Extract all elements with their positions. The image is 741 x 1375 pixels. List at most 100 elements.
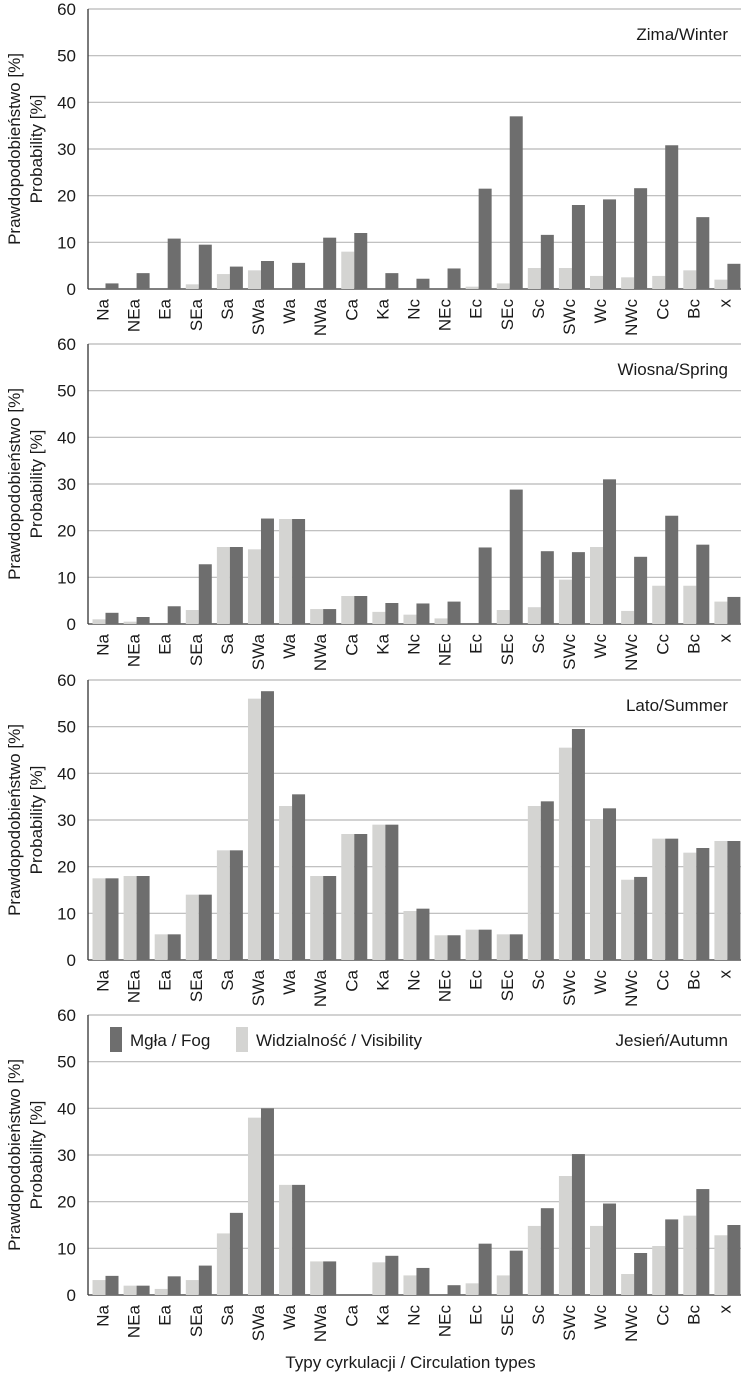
visibility-bar — [185, 610, 199, 624]
chart-panel-0: 0 10 20 30 40 50 60 Na NEa Ea SEa Sa SWa Wa NWa Ca Ka Nc N… — [5, 0, 741, 336]
visibility-bar — [652, 275, 666, 289]
visibility-bar — [714, 841, 728, 960]
x-tick-label: Ca — [342, 298, 361, 320]
fog-bar — [260, 518, 274, 624]
y-tick-label: 20 — [57, 522, 76, 541]
visibility-bar — [496, 934, 510, 960]
y-tick-label: 60 — [57, 1006, 76, 1025]
y-tick-label: 40 — [57, 428, 76, 447]
fog-bar — [260, 1108, 274, 1295]
visibility-bar — [310, 1261, 324, 1295]
visibility-bar — [403, 614, 417, 624]
x-tick-label: Sc — [529, 970, 548, 990]
visibility-bar — [558, 1176, 572, 1295]
fog-bar — [665, 515, 679, 624]
x-tick-label: Ec — [467, 970, 486, 990]
fog-bar — [323, 609, 337, 624]
fog-bar — [696, 848, 710, 960]
visibility-bar — [372, 611, 386, 624]
x-tick-label: NEc — [436, 1305, 455, 1338]
visibility-bar — [558, 579, 572, 624]
visibility-bar — [216, 1233, 230, 1295]
visibility-bar — [621, 277, 635, 289]
x-tick-label: NWa — [311, 969, 330, 1007]
visibility-bar — [465, 286, 479, 289]
fog-bar — [198, 564, 212, 624]
visibility-bar — [185, 1280, 199, 1295]
y-axis-label-en: Probability [%] — [27, 766, 46, 875]
visibility-bar — [496, 610, 510, 624]
fog-bar — [105, 283, 119, 289]
fog-bar — [198, 244, 212, 289]
fog-bar — [229, 547, 243, 624]
visibility-bar — [527, 806, 541, 960]
visibility-bar — [92, 878, 106, 960]
y-tick-label: 60 — [57, 0, 76, 19]
x-tick-label: Sa — [218, 633, 237, 654]
visibility-bar — [496, 1275, 510, 1295]
x-tick-label: Wa — [280, 1304, 299, 1329]
y-tick-label: 60 — [57, 335, 76, 354]
x-tick-label: NEc — [436, 299, 455, 332]
y-tick-label: 0 — [67, 951, 76, 970]
visibility-bar — [341, 596, 355, 624]
legend-label: Mgła / Fog — [130, 1031, 210, 1050]
x-tick-label: Ka — [373, 298, 392, 319]
visibility-bar — [154, 1288, 168, 1295]
visibility-bar — [621, 1274, 635, 1295]
x-tick-label: NWc — [622, 970, 641, 1007]
fog-bar — [727, 841, 741, 960]
x-tick-label: Ca — [342, 969, 361, 991]
fog-bar — [167, 1276, 181, 1295]
fog-bar — [478, 1243, 492, 1295]
visibility-bar — [683, 852, 697, 960]
x-tick-label: NEa — [125, 633, 144, 667]
fog-bar — [385, 824, 399, 960]
fog-bar — [229, 1212, 243, 1295]
visibility-bar — [372, 1262, 386, 1295]
x-tick-label: Bc — [684, 299, 703, 319]
fog-bar — [105, 1275, 119, 1295]
y-tick-label: 50 — [57, 47, 76, 66]
x-tick-label: NEa — [125, 298, 144, 332]
visibility-bar — [341, 834, 355, 960]
fog-bar — [571, 729, 585, 960]
fog-bar — [727, 596, 741, 624]
y-tick-label: 50 — [57, 382, 76, 401]
y-tick-label: 0 — [67, 280, 76, 299]
visibility-bar — [652, 585, 666, 624]
fog-bar — [136, 876, 150, 960]
fog-bar — [354, 233, 368, 289]
panel-title: Jesień/Autumn — [616, 1031, 728, 1050]
visibility-bar — [247, 270, 261, 289]
x-tick-label: NWc — [622, 634, 641, 671]
x-tick-label: Nc — [405, 299, 424, 320]
visibility-bar — [247, 1117, 261, 1295]
y-axis-label-pl: Prawdopodobieństwo [%] — [5, 1059, 24, 1251]
visibility-bar — [279, 519, 293, 624]
visibility-bar — [372, 824, 386, 960]
visibility-bar — [123, 1285, 137, 1295]
fog-bar — [167, 934, 181, 960]
visibility-bar — [527, 1225, 541, 1295]
chart-panel-2: 0 10 20 30 40 50 60 Na NEa Ea SEa Sa SWa Wa NWa Ca Ka Nc N… — [5, 671, 741, 1007]
visibility-bar — [714, 279, 728, 289]
fog-bar — [540, 551, 554, 624]
chart-panel-1: 0 10 20 30 40 50 60 Na NEa Ea SEa Sa SWa Wa NWa Ca Ka Nc N… — [5, 335, 741, 671]
y-tick-label: 30 — [57, 475, 76, 494]
fog-bar — [292, 519, 306, 624]
x-tick-label: x — [715, 1305, 734, 1314]
fog-bar — [354, 834, 368, 960]
fog-bar — [509, 116, 523, 289]
fog-bar — [665, 1219, 679, 1295]
fog-bar — [260, 261, 274, 289]
x-tick-label: SWc — [560, 634, 579, 670]
visibility-bar — [403, 1275, 417, 1295]
visibility-bar — [154, 934, 168, 960]
x-tick-label: x — [715, 970, 734, 979]
fog-bar — [385, 603, 399, 624]
x-tick-label: Sa — [218, 969, 237, 990]
fog-bar — [603, 808, 617, 960]
y-axis-label-en: Probability [%] — [27, 1101, 46, 1210]
